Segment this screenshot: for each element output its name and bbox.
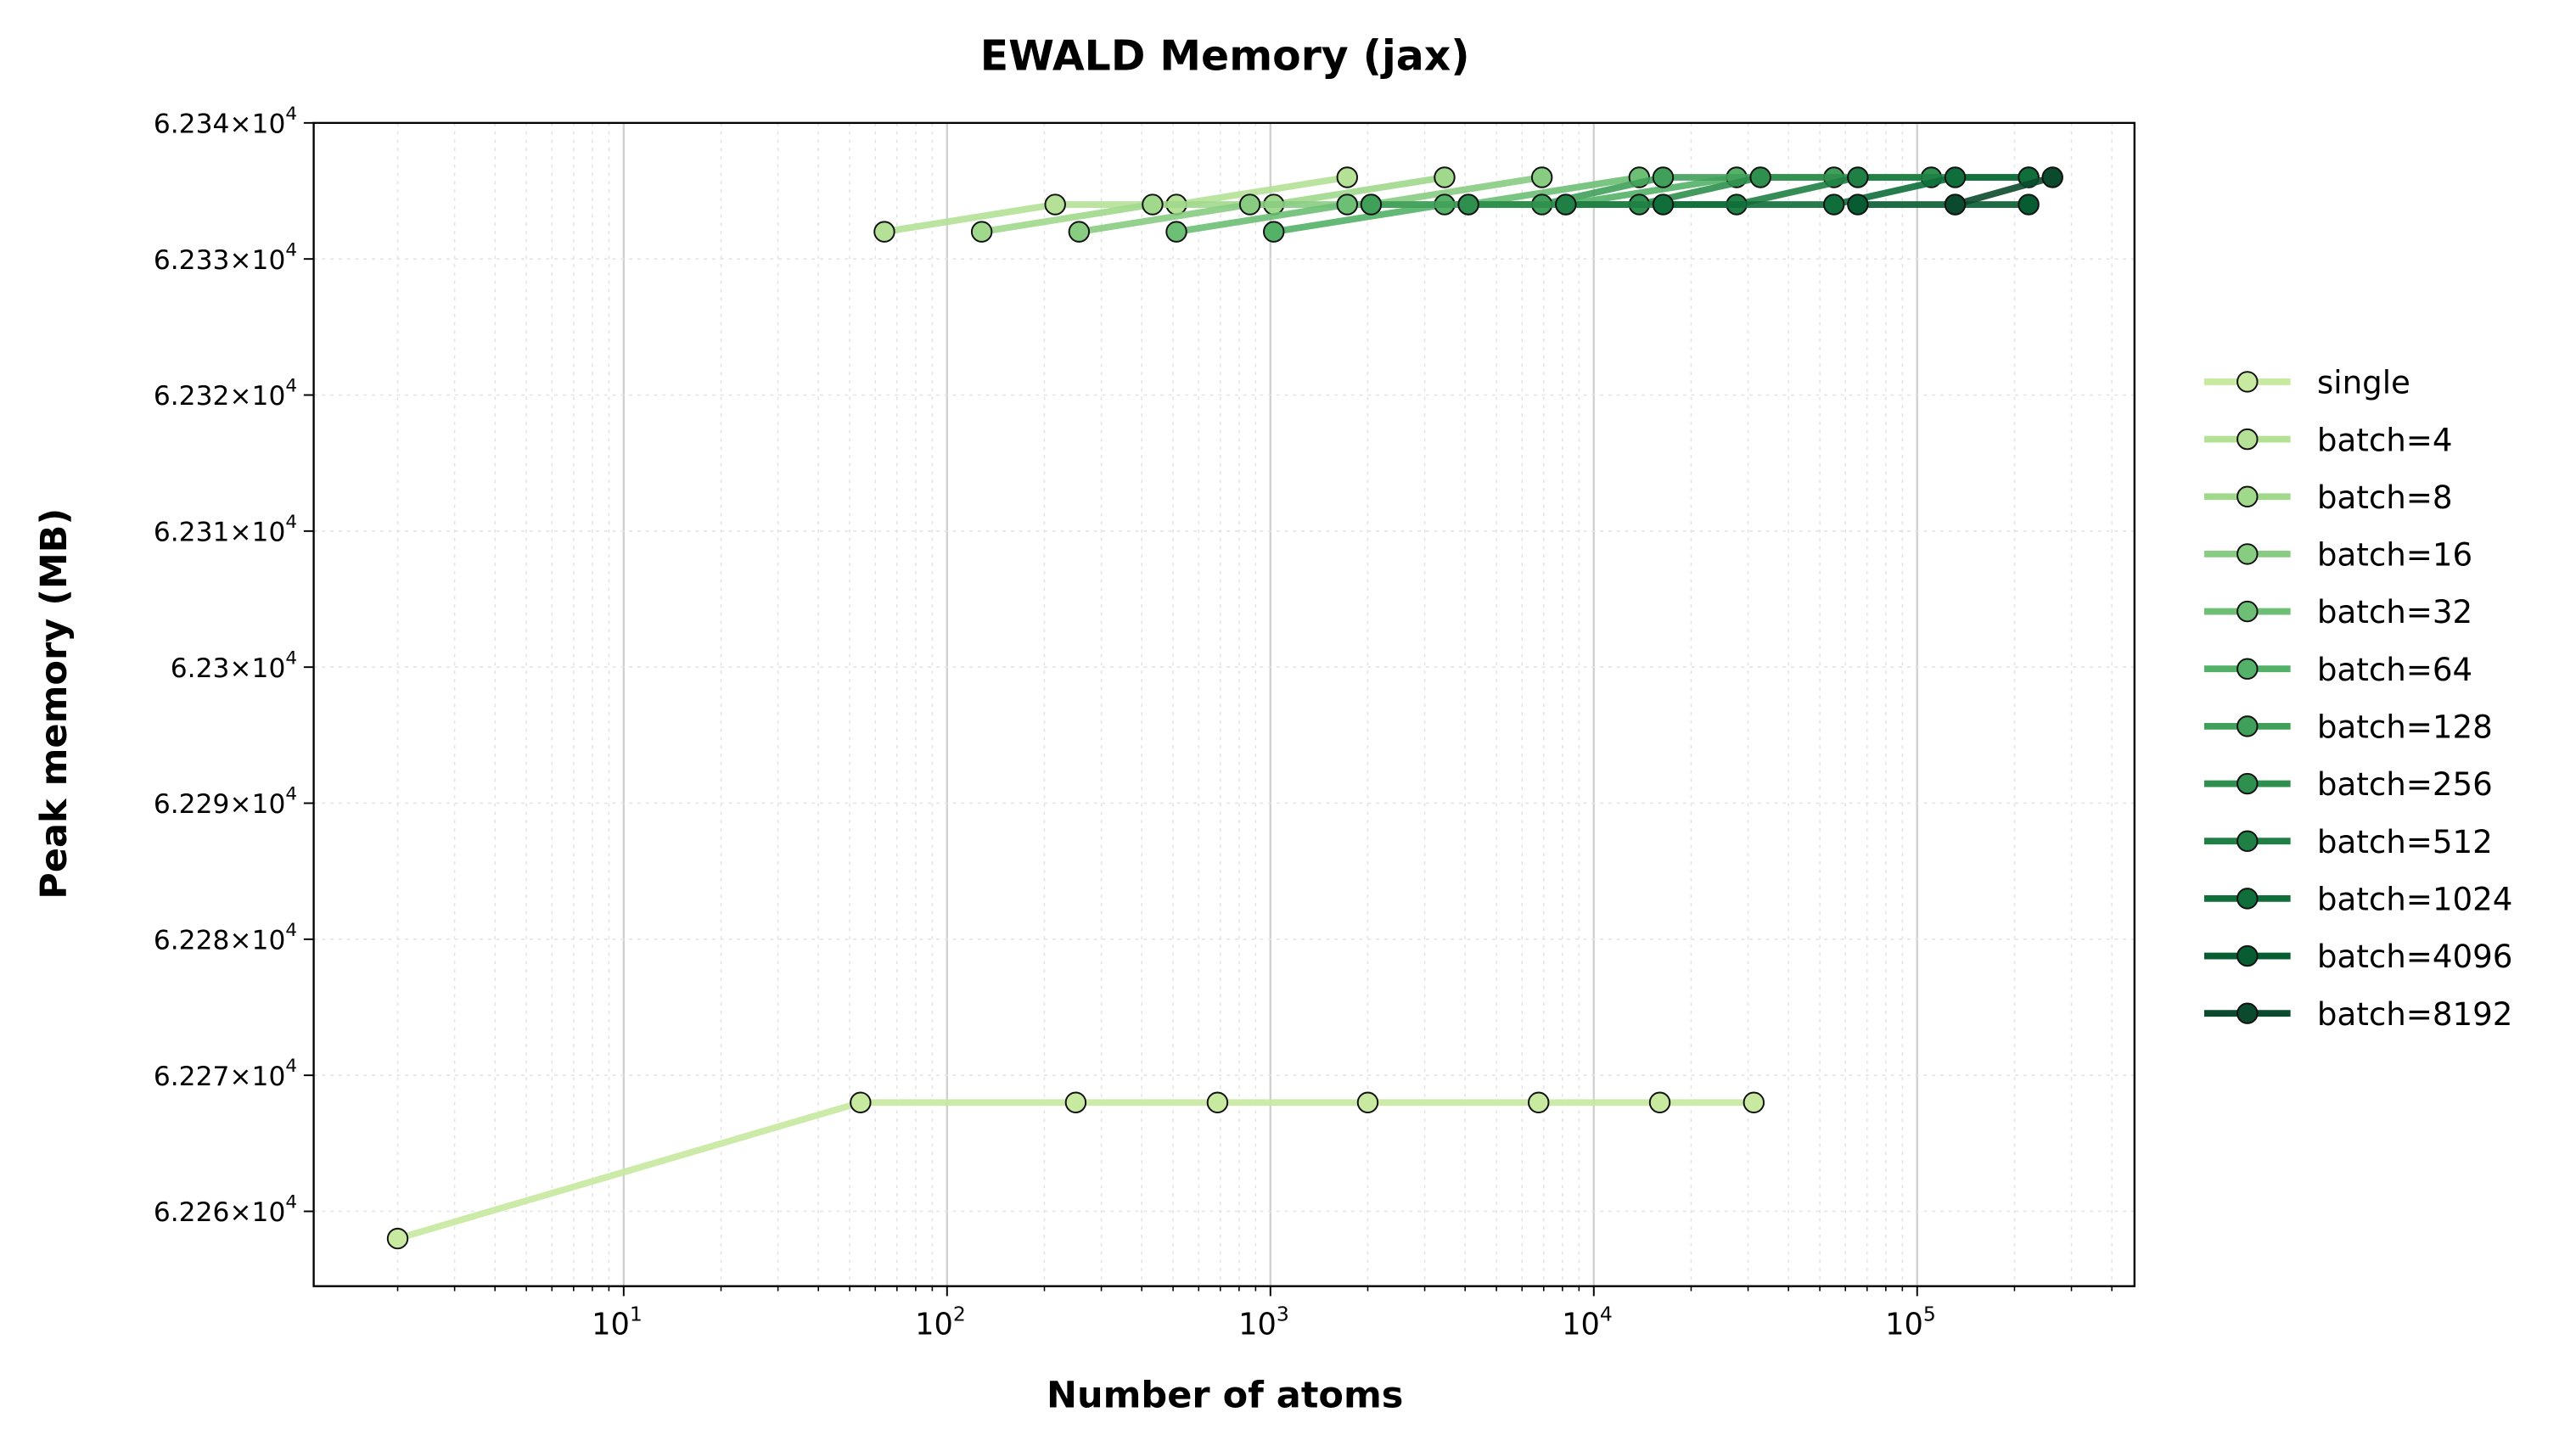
legend-label: single	[2317, 365, 2410, 401]
x-axis-label: Number of atoms	[1047, 1374, 1403, 1416]
legend-label: batch=1024	[2317, 882, 2513, 918]
y-tick-label: 6.231×104	[154, 512, 297, 548]
data-point	[1749, 166, 1771, 188]
data-point	[1555, 193, 1577, 216]
legend-label: batch=512	[2317, 824, 2493, 860]
data-point	[1336, 193, 1359, 216]
series-line-batch=1024	[1663, 174, 2029, 208]
data-point	[1044, 193, 1066, 216]
data-point	[1360, 193, 1383, 216]
legend-marker	[2236, 600, 2259, 623]
data-point	[1336, 166, 1359, 188]
series-line-batch=8	[981, 174, 1445, 235]
data-point	[850, 1091, 872, 1113]
legend-marker	[2236, 1002, 2259, 1024]
legend-label: batch=4	[2317, 422, 2453, 458]
data-point	[1648, 1091, 1671, 1113]
x-tick-label: 101	[592, 1303, 643, 1342]
series-line-batch=4	[884, 174, 1348, 235]
series-line-single	[396, 1099, 1754, 1242]
x-tick-label: 102	[915, 1303, 966, 1342]
data-point	[1944, 193, 1967, 216]
data-point	[1165, 221, 1187, 243]
legend-marker	[2236, 888, 2259, 910]
legend-marker	[2236, 371, 2259, 393]
legend-label: batch=32	[2317, 594, 2472, 630]
chart-title: EWALD Memory (jax)	[980, 31, 1470, 80]
legend-label: batch=8	[2317, 479, 2453, 516]
series-line-batch=8192	[1954, 174, 2054, 208]
ticks: 101 102 103 104 105 6.234×104 6.233×104 6.232×1…	[154, 104, 2113, 1342]
y-tick-label: 6.234×104	[154, 104, 297, 140]
legend-label: batch=128	[2317, 709, 2493, 746]
data-point	[1944, 166, 1967, 188]
data-point	[1847, 166, 1869, 188]
series-layer	[386, 166, 2063, 1250]
data-point	[1847, 193, 1869, 216]
legend-marker	[2236, 543, 2259, 565]
data-point	[1652, 193, 1675, 216]
data-point	[1652, 166, 1675, 188]
legend-label: batch=256	[2317, 766, 2493, 803]
series-line-batch=16	[1078, 174, 1543, 235]
data-point	[1356, 1091, 1379, 1113]
legend-marker	[2236, 658, 2259, 680]
y-tick-label: 6.229×104	[154, 784, 297, 821]
data-point	[873, 221, 895, 243]
legend-marker	[2236, 485, 2259, 507]
y-tick-label: 6.226×104	[154, 1192, 297, 1229]
grid	[313, 122, 2135, 1286]
data-point	[1238, 193, 1261, 216]
legend-marker	[2236, 772, 2259, 795]
x-tick-label: 105	[1885, 1303, 1936, 1342]
legend-label: batch=16	[2317, 537, 2472, 574]
legend-marker	[2236, 715, 2259, 737]
legend: single batch=4 batch=8 batch=16 batch=32 batc…	[2203, 365, 2513, 1033]
legend-label: batch=64	[2317, 652, 2472, 688]
y-tick-label: 6.233×104	[154, 239, 297, 276]
legend-marker	[2236, 428, 2259, 451]
data-point	[1457, 193, 1479, 216]
legend-label: batch=8192	[2317, 996, 2513, 1033]
y-tick-label: 6.227×104	[154, 1056, 297, 1092]
data-point	[1068, 221, 1091, 243]
data-point	[1064, 1091, 1087, 1113]
data-point	[2041, 166, 2063, 188]
data-point	[1823, 193, 1845, 216]
data-point	[1263, 221, 1285, 243]
legend-label: batch=4096	[2317, 939, 2513, 975]
data-point	[970, 221, 993, 243]
x-tick-label: 103	[1238, 1303, 1289, 1342]
data-point	[386, 1227, 409, 1250]
data-point	[1206, 1091, 1229, 1113]
y-axis-label: Peak memory (MB)	[33, 508, 76, 899]
legend-marker	[2236, 830, 2259, 852]
data-point	[1530, 166, 1553, 188]
y-tick-label: 6.23×104	[171, 647, 297, 684]
data-point	[2018, 193, 2040, 216]
y-tick-label: 6.232×104	[154, 376, 297, 412]
x-tick-label: 104	[1562, 1303, 1613, 1342]
plot-frame	[312, 121, 2135, 1287]
data-point	[1434, 166, 1456, 188]
legend-marker	[2236, 944, 2259, 967]
data-point	[1528, 1091, 1550, 1113]
data-point	[1743, 1091, 1765, 1113]
y-tick-label: 6.228×104	[154, 920, 297, 956]
data-point	[1142, 193, 1164, 216]
